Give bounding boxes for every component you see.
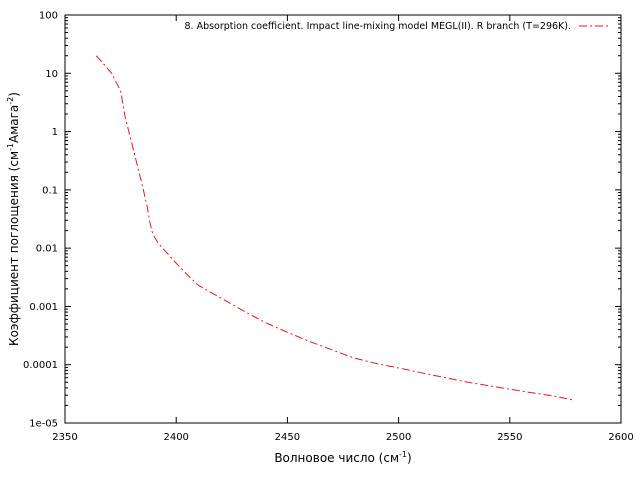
x-tick-label: 2500 bbox=[386, 432, 411, 443]
y-tick-label: 0.01 bbox=[36, 244, 58, 255]
y-tick-label: 0.001 bbox=[29, 302, 58, 313]
plot-frame bbox=[64, 14, 622, 424]
series-line bbox=[95, 55, 573, 401]
y-tick-label: 0.1 bbox=[42, 185, 58, 196]
legend-label: 8. Absorption coefficient. Impact line-m… bbox=[185, 21, 572, 32]
y-tick-label: 1e-05 bbox=[29, 419, 58, 430]
x-axis: 2350 2400 2450 2500 2550 2600 bbox=[52, 15, 634, 443]
y-tick-label: 0.0001 bbox=[23, 360, 58, 371]
y-tick-label: 10 bbox=[45, 69, 58, 80]
x-tick-label: 2350 bbox=[52, 432, 77, 443]
x-tick-label: 2400 bbox=[163, 432, 188, 443]
y-axis: 1e-05 0.0001 0.001 0.01 0.1 1 10 100 bbox=[23, 11, 621, 430]
y-tick-label: 1 bbox=[52, 127, 58, 138]
x-axis-title: Волновое число (см-1) bbox=[274, 450, 411, 465]
y-axis-title: Коэффициент поглощения (см-1Амага-2) bbox=[6, 92, 21, 346]
series-layer bbox=[95, 55, 573, 401]
y-tick-label: 100 bbox=[39, 11, 58, 22]
legend: 8. Absorption coefficient. Impact line-m… bbox=[185, 21, 609, 32]
x-tick-label: 2600 bbox=[608, 432, 633, 443]
x-tick-label: 2550 bbox=[497, 432, 522, 443]
x-tick-label: 2450 bbox=[275, 432, 300, 443]
